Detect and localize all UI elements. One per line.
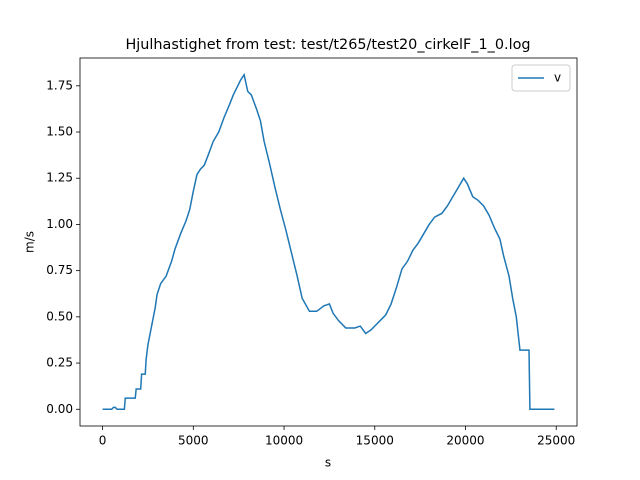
plot-frame — [79, 57, 578, 427]
y-tick-label: 0.50 — [46, 309, 73, 323]
y-tick-label: 1.25 — [46, 171, 73, 185]
x-axis-label: s — [325, 456, 331, 470]
x-tick-label: 10000 — [265, 434, 303, 448]
x-tick-label: 0 — [99, 434, 107, 448]
y-axis-label: m/s — [23, 231, 37, 253]
data-line — [102, 72, 555, 411]
y-tick-label: 1.00 — [46, 217, 73, 231]
x-tick-label: 5000 — [178, 434, 209, 448]
y-tick-label: 0.75 — [46, 263, 73, 277]
y-tick-label: 0.00 — [46, 402, 73, 416]
legend-label: v — [554, 71, 561, 85]
y-tick-label: 0.25 — [46, 356, 73, 370]
x-tick-label: 25000 — [537, 434, 575, 448]
x-tick-label: 15000 — [356, 434, 394, 448]
y-tick-label: 1.50 — [46, 125, 73, 139]
y-tick-label: 1.75 — [46, 78, 73, 92]
chart-title: Hjulhastighet from test: test/t265/test2… — [125, 37, 530, 53]
x-tick-label: 20000 — [446, 434, 484, 448]
